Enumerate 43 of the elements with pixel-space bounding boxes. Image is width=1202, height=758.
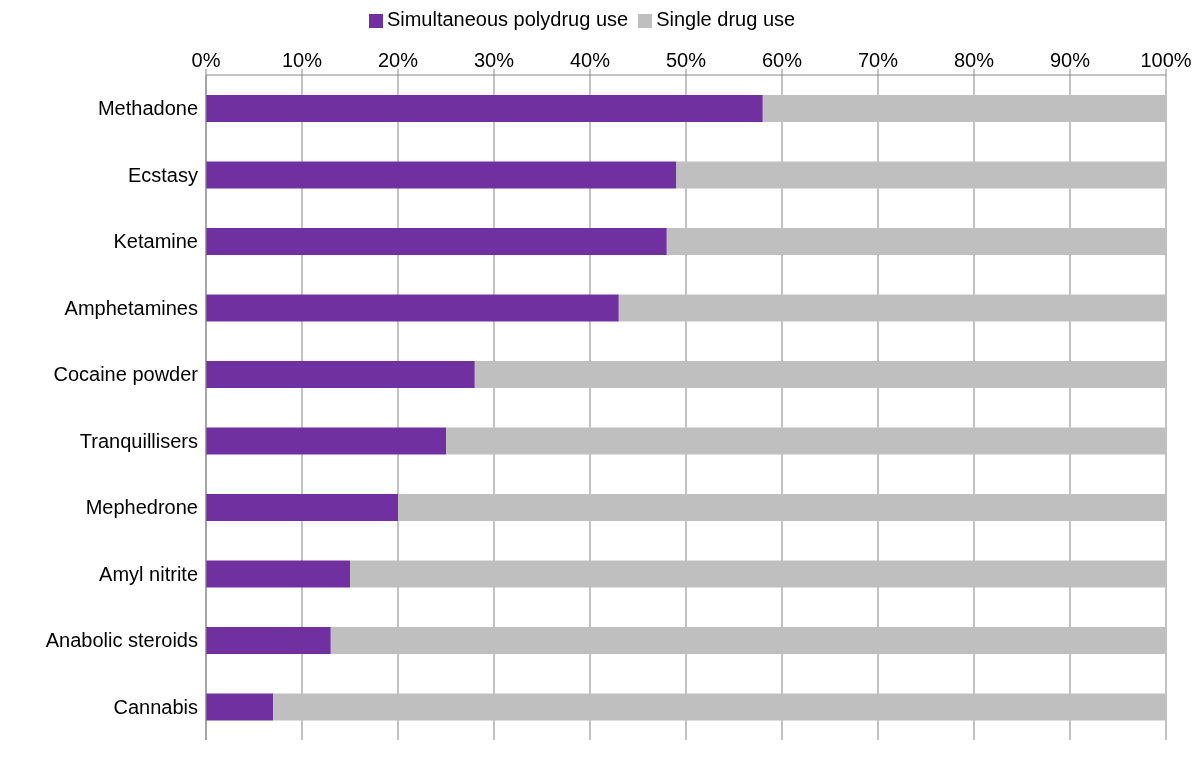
x-tick-label: 30% [473,49,515,71]
bar [762,95,1166,122]
x-tick-label: 0% [191,49,221,71]
bar [474,361,1166,388]
bar [350,560,1166,588]
y-tick-label: Anabolic steroids [45,629,198,652]
bar [206,294,619,322]
x-tick-label: 60% [761,49,803,71]
bar [206,161,677,189]
y-tick-label: Ecstasy [127,163,198,186]
bar [666,228,1166,255]
bar [206,361,475,388]
bar [330,627,1166,654]
x-tick-label: 20% [377,49,419,71]
x-tick-label: 100% [1140,49,1192,71]
legend-label: Single drug use [656,8,796,30]
x-tick-label: 10% [281,49,323,71]
bar [398,494,1166,521]
y-tick-label: Amphetamines [64,296,198,319]
bar [206,427,446,455]
y-tick-label: Ketamine [113,230,198,253]
x-tick-label: 70% [857,49,899,71]
bar [206,693,274,721]
y-tick-label: Cannabis [113,695,198,718]
bar [618,294,1166,322]
x-tick-label: 90% [1049,49,1091,71]
y-tick-label: Methadone [97,97,198,120]
bar [206,95,763,122]
bar [273,693,1166,721]
y-tick-label: Tranquillisers [79,429,198,452]
bar [206,494,398,521]
y-tick-label: Mephedrone [85,496,198,519]
y-tick-label: Cocaine powder [53,363,199,386]
bar [206,228,667,255]
x-tick-label: 50% [665,49,707,71]
bar [206,627,331,654]
bar [206,560,350,588]
legend-label: Simultaneous polydrug use [386,8,629,30]
x-tick-label: 40% [569,49,611,71]
bar [446,427,1166,455]
bar [676,161,1166,189]
x-tick-label: 80% [953,49,995,71]
y-tick-label: Amyl nitrite [99,562,198,585]
